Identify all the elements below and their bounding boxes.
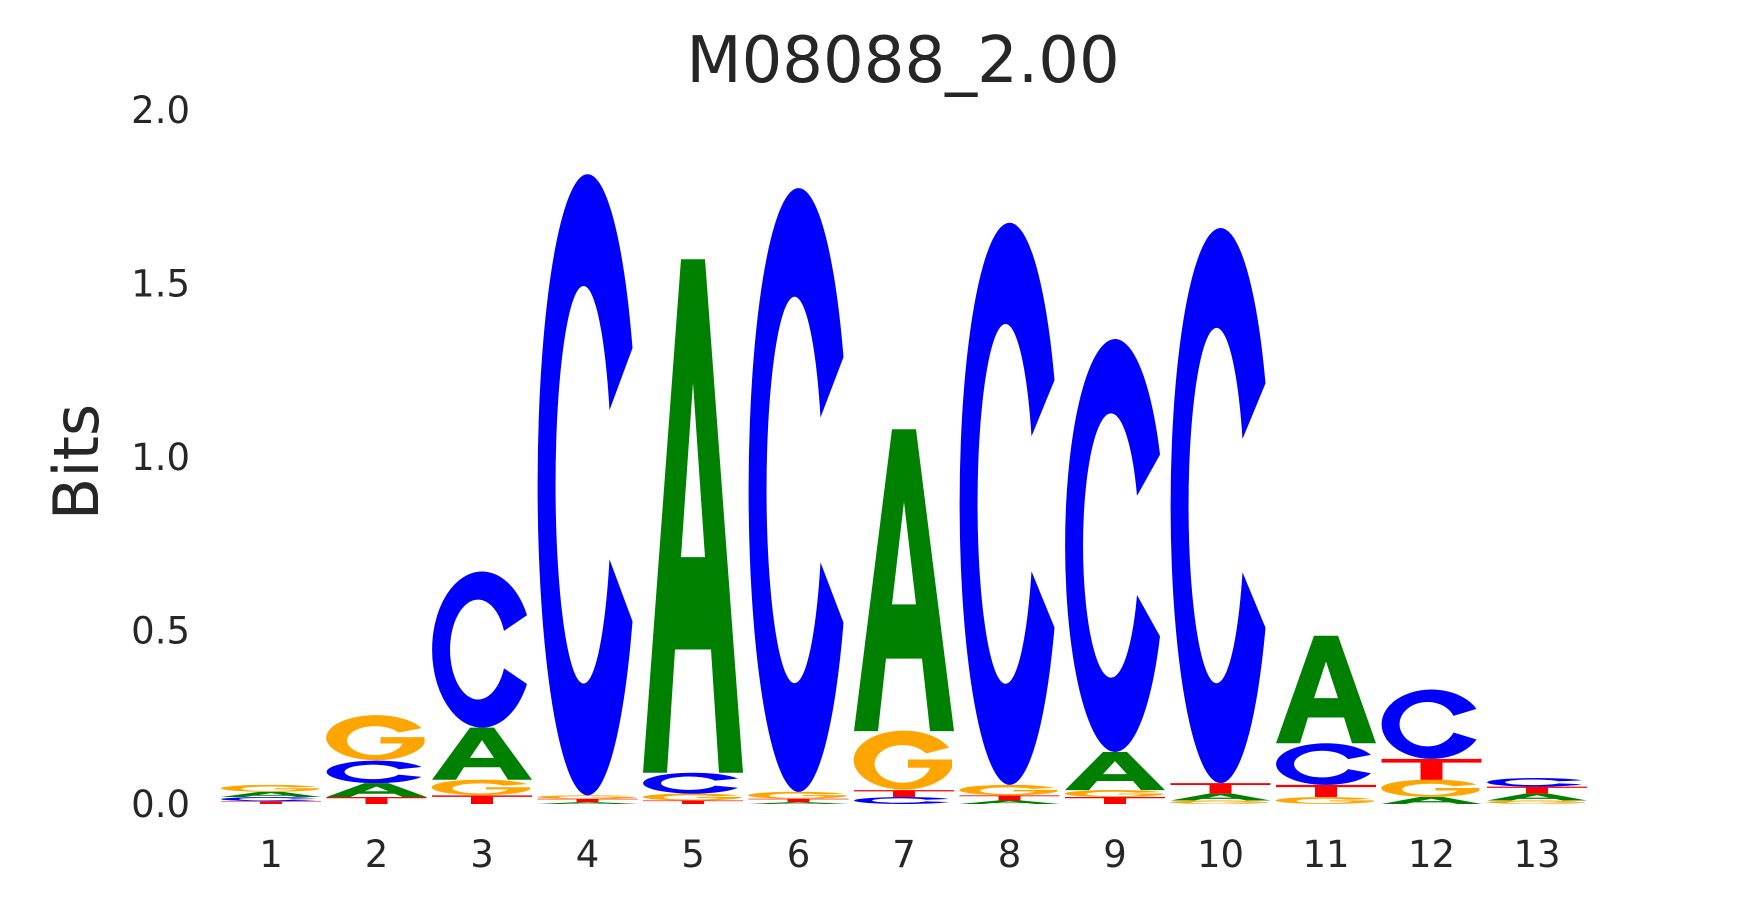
logo-letter-G <box>642 793 741 801</box>
logo-position-11 <box>1275 635 1376 804</box>
logo-position-4 <box>537 174 638 804</box>
logo-letter-G <box>853 730 952 790</box>
logo-letter-T <box>1276 784 1376 798</box>
x-tick-label: 13 <box>1513 833 1560 876</box>
logo-letter-G <box>1486 800 1585 804</box>
logo-letter-G <box>959 784 1058 796</box>
x-tick-label: 10 <box>1197 833 1244 876</box>
y-tick-label: 0.5 <box>131 610 190 653</box>
logo-position-5 <box>642 259 743 804</box>
x-tick-label: 3 <box>470 833 494 876</box>
logo-letter-G <box>1275 796 1374 804</box>
x-tick-label: 12 <box>1408 833 1455 876</box>
logo-letter-A <box>1381 797 1482 804</box>
logo-position-2 <box>326 715 427 804</box>
logo-letter-A <box>1065 751 1165 791</box>
logo-letter-T <box>854 790 954 798</box>
logo-letter-C <box>1487 777 1582 787</box>
y-tick-label: 0.0 <box>131 783 190 826</box>
y-tick-label: 1.5 <box>131 263 190 306</box>
logo-letter-C <box>1065 339 1160 752</box>
logo-position-1 <box>220 784 321 804</box>
logo-position-13 <box>1486 777 1587 804</box>
logo-letter-G <box>748 791 847 799</box>
logo-letter-A <box>643 259 743 773</box>
x-tick-label: 7 <box>892 833 916 876</box>
logo-letter-G <box>220 784 319 792</box>
logo-letter-T <box>1065 797 1165 804</box>
logo-position-6 <box>748 188 849 804</box>
logo-letter-C <box>748 188 844 792</box>
chart-title: M08088_2.00 <box>686 24 1119 98</box>
logo-letter-A <box>221 791 321 798</box>
logo-position-3 <box>431 571 532 804</box>
logo-letter-C <box>1381 689 1477 759</box>
logo-letter-T <box>1381 758 1482 780</box>
x-tick-label: 4 <box>576 833 600 876</box>
logo-letter-G <box>431 779 530 796</box>
logo-letter-C <box>1276 743 1371 785</box>
logo-letter-A <box>1170 793 1271 801</box>
logo-letter-C <box>1170 227 1266 784</box>
logo-letter-T <box>748 798 849 803</box>
logo-letter-C <box>326 760 422 784</box>
x-tick-label: 5 <box>681 833 705 876</box>
logo-letter-G <box>1064 790 1163 797</box>
logo-letter-G <box>326 715 425 761</box>
logo-position-8 <box>959 222 1060 804</box>
logo-letter-C <box>959 222 1055 785</box>
x-tick-label: 11 <box>1302 833 1349 876</box>
logo-letter-T <box>326 797 427 804</box>
x-tick-label: 8 <box>998 833 1022 876</box>
x-tick-label: 2 <box>365 833 389 876</box>
logo-position-7 <box>853 429 954 804</box>
logo-letter-A <box>959 800 1060 804</box>
logo-letter-C <box>537 174 633 796</box>
logo-letter-C <box>432 571 527 728</box>
logo-position-9 <box>1064 339 1165 804</box>
logo-letter-A <box>748 802 849 804</box>
x-tick-label: 9 <box>1103 833 1127 876</box>
y-axis-label: Bits <box>40 404 113 520</box>
y-tick-label: 2.0 <box>131 89 190 132</box>
logo-letter-T <box>537 798 638 803</box>
logo-letter-C <box>221 797 316 802</box>
y-tick-label: 1.0 <box>131 436 190 479</box>
logo-letter-T <box>1487 786 1587 794</box>
logo-position-12 <box>1381 689 1482 804</box>
logo-position-10 <box>1170 227 1271 804</box>
x-tick-label: 1 <box>259 833 283 876</box>
logo-letter-A <box>326 783 427 798</box>
logo-letter-C <box>643 772 738 794</box>
logo-letter-G <box>537 795 636 799</box>
logo-letter-T <box>643 800 743 804</box>
logo-letter-G <box>1170 800 1269 804</box>
logo-letter-G <box>1381 779 1480 797</box>
logo-letter-T <box>1170 783 1271 794</box>
logo-letter-A <box>432 727 532 780</box>
logo-letter-A <box>854 429 954 732</box>
logo-letter-T <box>959 795 1060 801</box>
logo-letter-A <box>1276 635 1376 744</box>
logo-letter-T <box>432 795 532 804</box>
x-tick-label: 6 <box>787 833 811 876</box>
logo-letter-T <box>221 801 321 804</box>
logo-letter-A <box>537 802 638 804</box>
logo-letter-A <box>1487 793 1587 801</box>
logo-letter-C <box>854 797 949 804</box>
